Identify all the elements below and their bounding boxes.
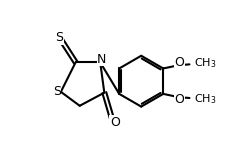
Text: CH$_3$: CH$_3$	[194, 57, 217, 71]
Text: S: S	[55, 31, 63, 44]
Text: S: S	[53, 85, 61, 98]
Text: O: O	[175, 93, 185, 106]
Text: CH$_3$: CH$_3$	[194, 92, 217, 106]
Text: N: N	[97, 52, 107, 66]
Text: O: O	[175, 56, 185, 69]
Text: O: O	[110, 116, 120, 129]
